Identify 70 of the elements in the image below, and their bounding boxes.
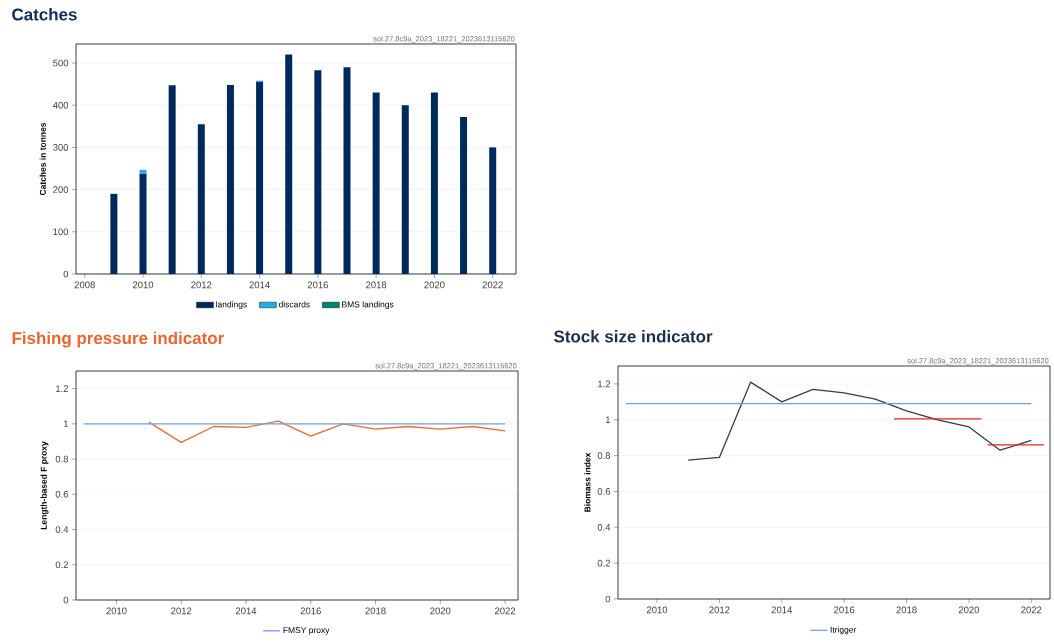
y-tick-label: 0.2: [597, 559, 611, 567]
bar: [139, 169, 147, 174]
bar: [489, 147, 497, 274]
y-tick-label: 1: [605, 416, 611, 424]
legend-label: discards: [278, 301, 310, 308]
y-axis-title: Biomass index: [584, 452, 591, 512]
bar: [285, 54, 293, 274]
legend-label: FMSY proxy: [283, 627, 330, 635]
y-axis-title: Catches in tonnes: [39, 122, 46, 196]
x-tick-label: 2022: [494, 607, 516, 615]
y-tick-label: 0: [63, 270, 69, 278]
x-tick-label: 2018: [366, 281, 387, 289]
bar: [314, 70, 322, 274]
y-tick-label: 300: [53, 144, 69, 151]
y-tick-label: 0.4: [597, 523, 611, 531]
x-tick-label: 2012: [191, 281, 212, 289]
y-tick-label: 0.8: [597, 452, 611, 459]
x-tick-label: 2012: [171, 607, 192, 615]
x-tick-label: 2020: [424, 281, 445, 289]
y-tick-label: 0: [63, 596, 69, 604]
x-tick-label: 2016: [307, 281, 328, 289]
y-tick-label: 500: [53, 59, 69, 67]
bar: [197, 124, 205, 274]
x-tick-label: 2020: [958, 606, 980, 614]
x-tick-label: 2022: [1021, 606, 1042, 614]
bar: [401, 105, 409, 274]
legend-label: landings: [216, 301, 247, 310]
bar: [343, 67, 351, 274]
y-tick-label: 1: [63, 420, 69, 428]
x-tick-label: 2012: [709, 606, 730, 614]
bar: [256, 81, 264, 274]
bar: [430, 92, 438, 274]
x-tick-label: 2014: [235, 607, 257, 615]
y-tick-label: 0.8: [55, 455, 69, 463]
x-tick-label: 2016: [300, 607, 321, 615]
bar: [460, 117, 468, 274]
y-tick-label: 0.6: [597, 488, 611, 495]
y-tick-label: 0.4: [55, 526, 69, 533]
chart-title: Stock size indicator: [554, 330, 713, 343]
y-tick-label: 1.2: [598, 380, 611, 388]
x-tick-label: 2018: [365, 607, 386, 615]
chart-title: Fishing pressure indicator: [12, 331, 224, 348]
y-tick-label: 100: [53, 228, 69, 236]
line-series: [148, 420, 506, 443]
bar: [372, 92, 380, 274]
x-tick-label: 2014: [771, 606, 793, 614]
x-tick-label: 2010: [646, 606, 668, 614]
x-tick-label: 2018: [896, 606, 917, 614]
x-tick-label: 2016: [834, 606, 855, 614]
x-tick-label: 2010: [132, 281, 154, 289]
y-tick-label: 400: [52, 101, 69, 109]
legend-label: Itrigger: [830, 626, 857, 635]
x-tick-label: 2010: [106, 607, 127, 615]
line-series: [687, 381, 1032, 461]
chart-title: Catches: [12, 8, 77, 21]
x-tick-label: 2020: [430, 607, 451, 615]
y-tick-label: 1.2: [56, 385, 69, 392]
bar: [110, 193, 118, 274]
y-tick-label: 0.6: [55, 490, 69, 498]
y-tick-label: 200: [53, 186, 69, 193]
y-tick-label: 0: [605, 595, 611, 603]
x-tick-label: 2008: [74, 281, 95, 289]
x-tick-label: 2022: [482, 281, 503, 289]
bar: [226, 84, 234, 274]
bar: [168, 85, 176, 274]
bar: [139, 173, 147, 274]
y-axis-title: Length-based F proxy: [40, 441, 49, 530]
legend-label: BMS landings: [342, 301, 394, 310]
x-tick-label: 2014: [249, 281, 270, 289]
y-tick-label: 0.2: [55, 561, 69, 569]
